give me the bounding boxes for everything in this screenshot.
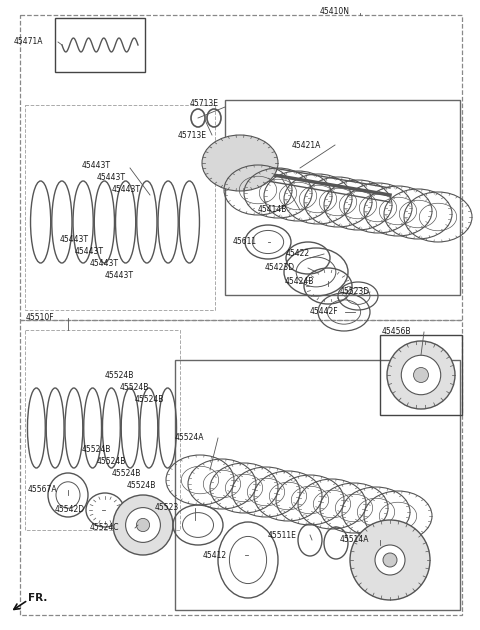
Text: 45424B: 45424B — [285, 277, 314, 285]
Text: 45422: 45422 — [286, 249, 310, 258]
Bar — [25, 330, 180, 530]
Text: 45524A: 45524A — [175, 433, 204, 442]
Ellipse shape — [383, 553, 397, 567]
Text: 45414B: 45414B — [258, 205, 288, 214]
Text: 45524C: 45524C — [90, 524, 120, 532]
Text: 45412: 45412 — [203, 551, 227, 559]
Text: 45471A: 45471A — [14, 38, 44, 47]
Text: 45442F: 45442F — [310, 307, 338, 316]
Bar — [380, 335, 462, 415]
Text: 45523D: 45523D — [340, 287, 370, 297]
Text: 45542D: 45542D — [55, 505, 85, 515]
Ellipse shape — [126, 508, 160, 542]
Text: 45443T: 45443T — [105, 272, 134, 280]
Ellipse shape — [413, 367, 429, 382]
Ellipse shape — [401, 355, 441, 395]
Ellipse shape — [136, 518, 150, 532]
Ellipse shape — [202, 135, 278, 191]
Text: 45524B: 45524B — [120, 382, 149, 391]
Text: FR.: FR. — [28, 593, 48, 603]
Text: 45423D: 45423D — [265, 263, 295, 273]
Text: 45524B: 45524B — [105, 370, 134, 379]
Text: 45443T: 45443T — [112, 185, 141, 195]
Bar — [55, 18, 145, 72]
Text: 45443T: 45443T — [60, 236, 89, 244]
Text: 45410N: 45410N — [320, 8, 350, 16]
Text: 45421A: 45421A — [292, 140, 322, 149]
Text: 45713E: 45713E — [190, 98, 219, 108]
Ellipse shape — [375, 545, 405, 575]
Bar — [20, 15, 462, 320]
Bar — [25, 105, 215, 310]
Text: 45443T: 45443T — [97, 173, 126, 181]
Text: 45611: 45611 — [233, 238, 257, 246]
Ellipse shape — [350, 520, 430, 600]
Text: 45523: 45523 — [155, 503, 179, 512]
Text: 45524B: 45524B — [97, 457, 126, 466]
Text: 45443T: 45443T — [82, 161, 111, 169]
Text: 45524B: 45524B — [82, 445, 111, 454]
Text: 45713E: 45713E — [178, 130, 207, 139]
Text: 45567A: 45567A — [28, 486, 58, 495]
Text: 45514A: 45514A — [340, 536, 370, 544]
Text: 45443T: 45443T — [90, 260, 119, 268]
Ellipse shape — [387, 341, 455, 409]
Text: 45443T: 45443T — [75, 248, 104, 256]
Text: 45524B: 45524B — [112, 469, 142, 479]
Ellipse shape — [113, 495, 173, 555]
Bar — [175, 360, 460, 610]
Text: 45524B: 45524B — [127, 481, 156, 491]
Text: 45524B: 45524B — [135, 394, 164, 403]
Text: 45510F: 45510F — [26, 314, 55, 323]
Text: 45456B: 45456B — [382, 328, 411, 336]
Text: 45511E: 45511E — [268, 530, 297, 539]
Bar — [20, 320, 462, 615]
Bar — [225, 100, 460, 295]
